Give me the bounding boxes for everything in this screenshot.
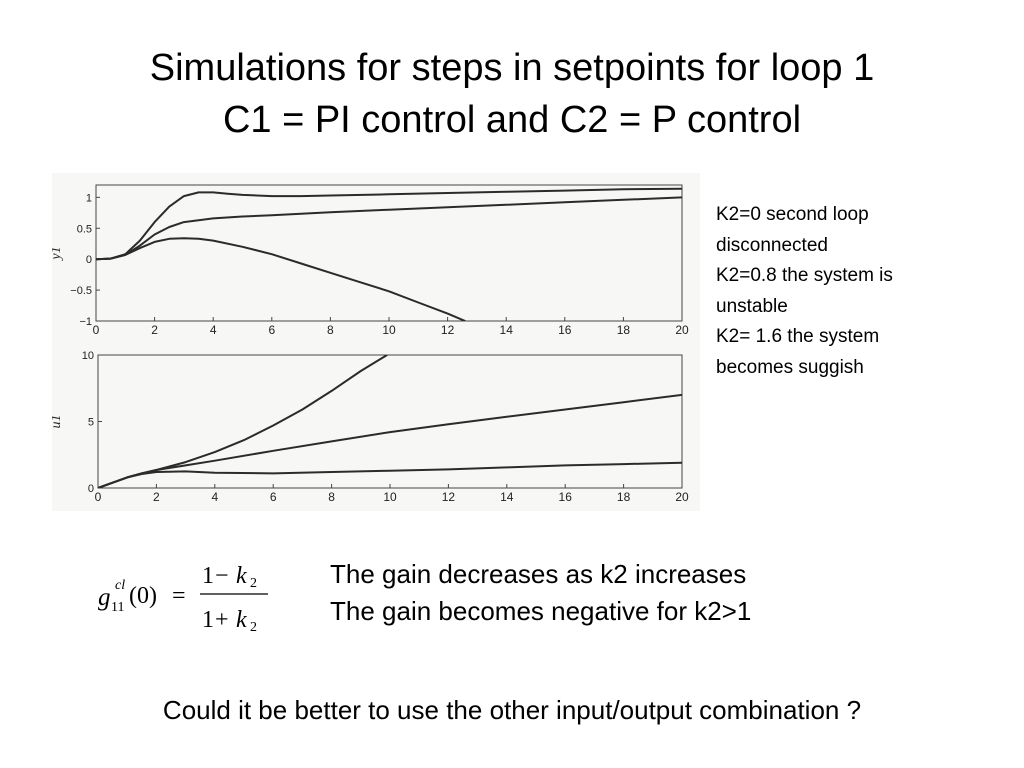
- formula-equals: =: [172, 583, 186, 609]
- gain-formula: g cl 11 (0) = 1 − k 2 1 + k 2: [96, 555, 296, 645]
- x-tick-label: 6: [268, 323, 275, 337]
- note-line: disconnected: [716, 234, 828, 256]
- x-tick-label: 2: [153, 490, 160, 504]
- y-tick-label: 1: [86, 192, 92, 204]
- y-tick-label: 0: [88, 483, 94, 495]
- x-tick-label: 4: [210, 323, 217, 337]
- statement-line: The gain decreases as k2 increases: [330, 559, 747, 589]
- formula-subscript: 11: [111, 600, 124, 615]
- y-tick-label: −0.5: [70, 285, 92, 297]
- x-tick-label: 16: [558, 323, 572, 337]
- x-tick-label: 10: [382, 323, 396, 337]
- title-line-2: C1 = PI control and C2 = P control: [222, 99, 802, 141]
- title-line-1: Simulations for steps in setpoints for l…: [149, 47, 875, 89]
- x-tick-label: 18: [617, 490, 631, 504]
- formula-argument: (0): [129, 583, 157, 609]
- x-tick-label: 4: [211, 490, 218, 504]
- x-tick-label: 18: [617, 323, 631, 337]
- note-line: K2=0 second loop: [716, 204, 869, 225]
- series-line: [98, 355, 388, 488]
- x-tick-label: 2: [151, 323, 158, 337]
- note-line: K2=0.8 the system is: [716, 265, 893, 286]
- gain-statements: The gain decreases as k2 increases The g…: [330, 556, 1010, 630]
- denominator-operator: +: [215, 607, 229, 633]
- x-tick-label: 10: [383, 490, 397, 504]
- series-line: [98, 393, 682, 488]
- statement-line: The gain becomes negative for k2>1: [330, 596, 752, 626]
- y-tick-label: −1: [79, 316, 92, 328]
- x-tick-label: 0: [95, 490, 102, 504]
- y-tick-label: 10: [82, 350, 94, 362]
- x-tick-label: 20: [675, 490, 689, 504]
- x-tick-label: 0: [93, 323, 100, 337]
- x-tick-label: 14: [500, 323, 514, 337]
- x-tick-label: 20: [675, 323, 689, 337]
- scanned-figure: 0 2 4 6 8 10 12 14 16 18 20 1 0.5 0 −0.5 −1 y1 0 2 4 6 8 10 12 1…: [52, 173, 700, 511]
- x-tick-label: 14: [500, 490, 514, 504]
- denominator-one: 1: [202, 607, 214, 633]
- x-tick-label: 12: [441, 323, 455, 337]
- note-line: K2= 1.6 the system: [716, 326, 880, 347]
- denominator-k-subscript: 2: [250, 620, 257, 635]
- formula-superscript: cl: [115, 578, 125, 593]
- numerator-k: k: [236, 563, 247, 589]
- plot-frame: [97, 354, 683, 489]
- numerator-operator: −: [215, 563, 229, 589]
- x-tick-label: 8: [328, 490, 335, 504]
- closing-question: Could it be better to use the other inpu…: [162, 695, 862, 725]
- y-axis-label: u1: [52, 415, 64, 429]
- series-line: [96, 196, 682, 261]
- x-tick-label: 12: [442, 490, 456, 504]
- note-line: becomes suggish: [716, 356, 864, 378]
- simulation-plots: 0 2 4 6 8 10 12 14 16 18 20 1 0.5 0 −0.5 −1 y1 0 2 4 6 8 10 12 1…: [52, 184, 689, 504]
- numerator-one: 1: [202, 563, 214, 589]
- y-axis-label: y1: [52, 246, 64, 261]
- series-line: [98, 461, 682, 488]
- y-tick-label: 5: [88, 417, 94, 429]
- series-line: [96, 187, 682, 261]
- x-tick-label: 8: [327, 323, 334, 337]
- x-tick-label: 6: [270, 490, 277, 504]
- formula-g: g: [98, 584, 111, 611]
- numerator-k-subscript: 2: [250, 576, 257, 591]
- plot-frame: [95, 184, 683, 322]
- denominator-k: k: [236, 607, 247, 633]
- k2-notes: K2=0 second loop disconnected K2=0.8 the…: [716, 200, 1006, 383]
- x-tick-label: 16: [559, 490, 573, 504]
- y-tick-label: 0: [86, 254, 92, 266]
- slide-title: Simulations for steps in setpoints for l…: [0, 42, 1024, 146]
- y-tick-label: 0.5: [77, 223, 92, 235]
- series-line: [96, 237, 466, 321]
- note-line: unstable: [716, 295, 788, 317]
